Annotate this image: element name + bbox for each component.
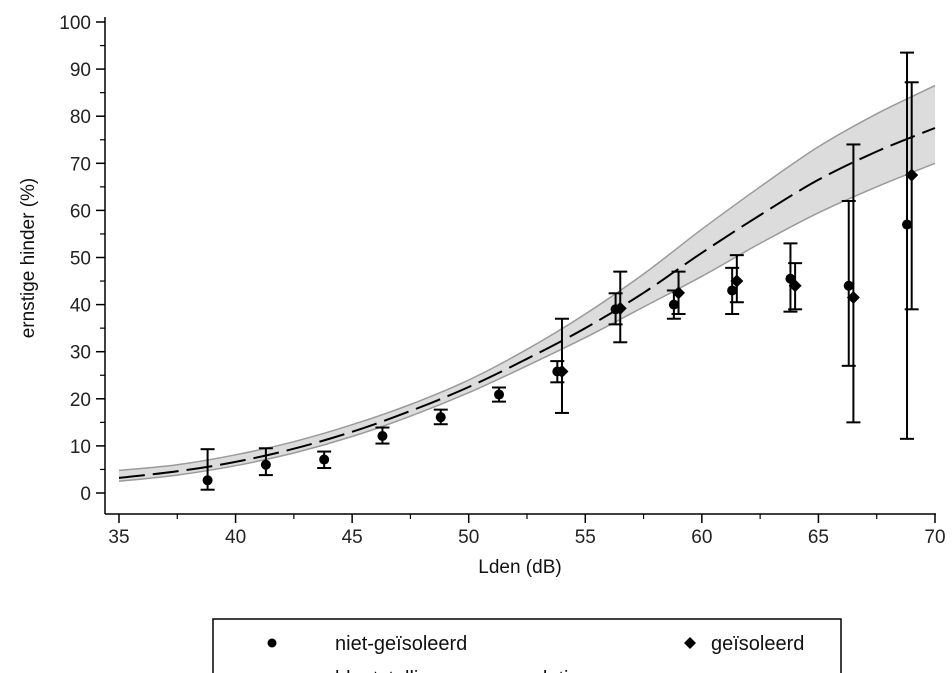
- x-tick-label-65: 65: [808, 527, 829, 548]
- y-tick-label-0: 0: [80, 484, 91, 505]
- data-point-circle-3: [377, 431, 388, 442]
- legend-box: [212, 618, 842, 673]
- x-tick-label-60: 60: [691, 527, 712, 548]
- data-point-circle-8: [668, 299, 679, 310]
- legend-label-line: blootstelling-respons-relatie: [335, 668, 580, 673]
- x-tick-label-50: 50: [458, 527, 479, 548]
- y-tick-label-100: 100: [59, 13, 91, 34]
- y-tick-label-40: 40: [70, 296, 91, 317]
- data-point-diamond-4: [788, 279, 802, 293]
- data-point-diamond-0: [555, 364, 569, 378]
- dose-response-curve: [118, 127, 936, 479]
- data-point-circle-11: [843, 280, 854, 291]
- y-tick-label-30: 30: [70, 343, 91, 364]
- y-tick-label-70: 70: [70, 154, 91, 175]
- y-axis-title: ernstige hinder (%): [18, 178, 39, 339]
- x-tick-label-45: 45: [342, 527, 363, 548]
- x-tick-label-55: 55: [575, 527, 596, 548]
- legend-circle-marker: [267, 638, 277, 648]
- series-line-dose-response: [118, 127, 936, 479]
- data-point-diamond-2: [672, 286, 686, 300]
- data-point-diamond-5: [846, 291, 860, 305]
- data-point-circle-12: [902, 219, 913, 230]
- data-point-circle-5: [494, 389, 505, 400]
- data-point-circle-9: [727, 285, 738, 296]
- data-point-diamond-1: [613, 301, 627, 315]
- data-point-circle-2: [319, 454, 330, 465]
- data-point-diamond-3: [730, 274, 744, 288]
- data-point-diamond-6: [905, 168, 919, 182]
- legend-label-circle: niet-geïsoleerd: [335, 633, 467, 655]
- confidence-band: [118, 84, 936, 482]
- x-axis-title: Lden (dB): [478, 557, 561, 578]
- y-tick-label-20: 20: [70, 390, 91, 411]
- data-point-circle-0: [202, 475, 213, 486]
- data-point-circle-10: [785, 273, 796, 284]
- y-tick-label-90: 90: [70, 60, 91, 81]
- data-points: [200, 51, 919, 491]
- confidence-band-upper-edge: [118, 84, 936, 472]
- axes: [96, 17, 936, 523]
- y-tick-label-10: 10: [70, 437, 91, 458]
- confidence-band-fill: [119, 85, 935, 482]
- y-tick-label-60: 60: [70, 201, 91, 222]
- y-tick-label-50: 50: [70, 249, 91, 270]
- tick-labels: 35 40 45 50 55 60 65 70 0 10 20 30 40 50 60 70 80 90 100: [59, 13, 945, 548]
- legend-label-diamond: geïsoleerd: [711, 633, 804, 655]
- legend-diamond-marker: [684, 637, 696, 649]
- legend: niet-geïsoleerd geïsoleerd blootstelling…: [212, 618, 842, 673]
- y-tick-label-80: 80: [70, 107, 91, 128]
- x-tick-label-70: 70: [924, 527, 945, 548]
- x-tick-label-40: 40: [225, 527, 246, 548]
- x-tick-label-35: 35: [108, 527, 129, 548]
- data-point-circle-1: [260, 459, 271, 470]
- data-point-circle-4: [435, 412, 446, 423]
- confidence-band-lower-edge: [118, 162, 936, 482]
